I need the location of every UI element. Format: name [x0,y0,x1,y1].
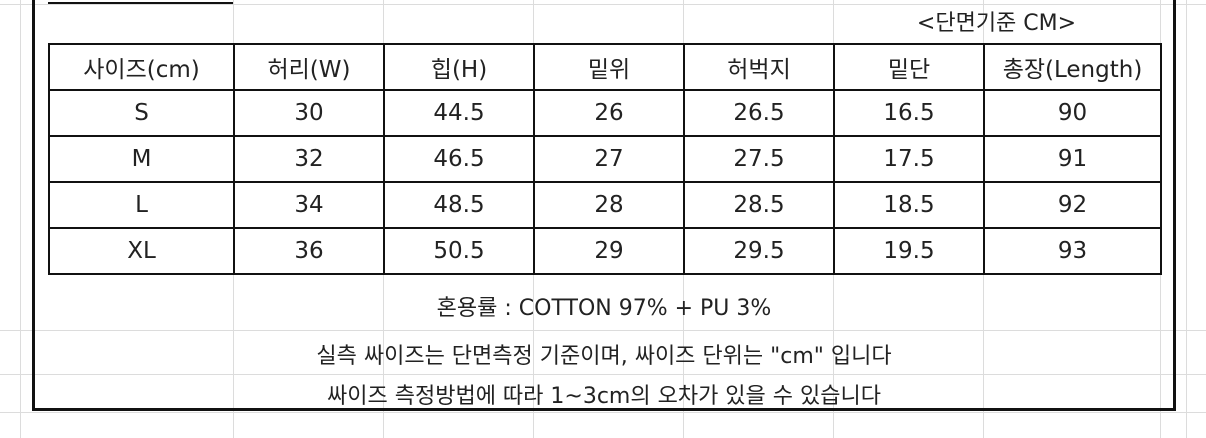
tolerance-note: 싸이즈 측정방법에 따라 1~3cm의 오차가 있을 수 있습니다 [327,384,881,409]
fabric-note: 혼용률 : COTTON 97% + PU 3% [436,296,772,321]
cell[interactable]: 91 [983,135,1162,183]
header-cell[interactable]: 허벅지 [683,43,835,91]
table-row: L 34 48.5 28 28.5 18.5 92 [48,181,1162,229]
gridline [20,0,21,438]
cell[interactable]: 18.5 [833,181,985,229]
cell[interactable]: 34 [233,181,385,229]
header-cell[interactable]: 사이즈(cm) [48,43,235,91]
cell[interactable]: 16.5 [833,89,985,137]
cell[interactable]: 28 [533,181,685,229]
table-row: XL 36 50.5 29 29.5 19.5 93 [48,227,1162,275]
cell[interactable]: M [48,135,235,183]
table-row: M 32 46.5 27 27.5 17.5 91 [48,135,1162,183]
cell[interactable]: L [48,181,235,229]
header-cell[interactable]: 힙(H) [383,43,535,91]
unit-label: <단면기준 CM> [916,11,1077,36]
outer-border [32,0,1176,411]
cell[interactable]: 50.5 [383,227,535,275]
cell[interactable]: 17.5 [833,135,985,183]
cell[interactable]: 30 [233,89,385,137]
gridline [1186,0,1187,438]
header-row: 사이즈(cm) 허리(W) 힙(H) 밑위 허벅지 밑단 총장(Length) [48,43,1162,91]
gridline [0,374,1206,375]
cell[interactable]: 48.5 [383,181,535,229]
cell[interactable]: 29 [533,227,685,275]
cell[interactable]: 19.5 [833,227,985,275]
cell[interactable]: 92 [983,181,1162,229]
header-cell[interactable]: 허리(W) [233,43,385,91]
cell[interactable]: 29.5 [683,227,835,275]
size-table: 사이즈(cm) 허리(W) 힙(H) 밑위 허벅지 밑단 총장(Length) … [48,43,1162,275]
cell[interactable]: 36 [233,227,385,275]
cell[interactable]: 27.5 [683,135,835,183]
header-cell[interactable]: 총장(Length) [983,43,1162,91]
cell[interactable]: XL [48,227,235,275]
cell[interactable]: 26.5 [683,89,835,137]
cell[interactable]: 28.5 [683,181,835,229]
cell[interactable]: 32 [233,135,385,183]
gridline [0,4,1206,5]
cell[interactable]: 27 [533,135,685,183]
header-cell[interactable]: 밑단 [833,43,985,91]
cell[interactable]: 46.5 [383,135,535,183]
cell[interactable]: 90 [983,89,1162,137]
cell-border [48,2,233,4]
table-row: S 30 44.5 26 26.5 16.5 90 [48,89,1162,137]
gridline [0,412,1206,413]
cell[interactable]: 93 [983,227,1162,275]
gridline [0,330,1206,331]
cell[interactable]: 26 [533,89,685,137]
header-cell[interactable]: 밑위 [533,43,685,91]
measure-note: 실측 싸이즈는 단면측정 기준이며, 싸이즈 단위는 "cm" 입니다 [316,344,892,369]
cell[interactable]: 44.5 [383,89,535,137]
cell[interactable]: S [48,89,235,137]
